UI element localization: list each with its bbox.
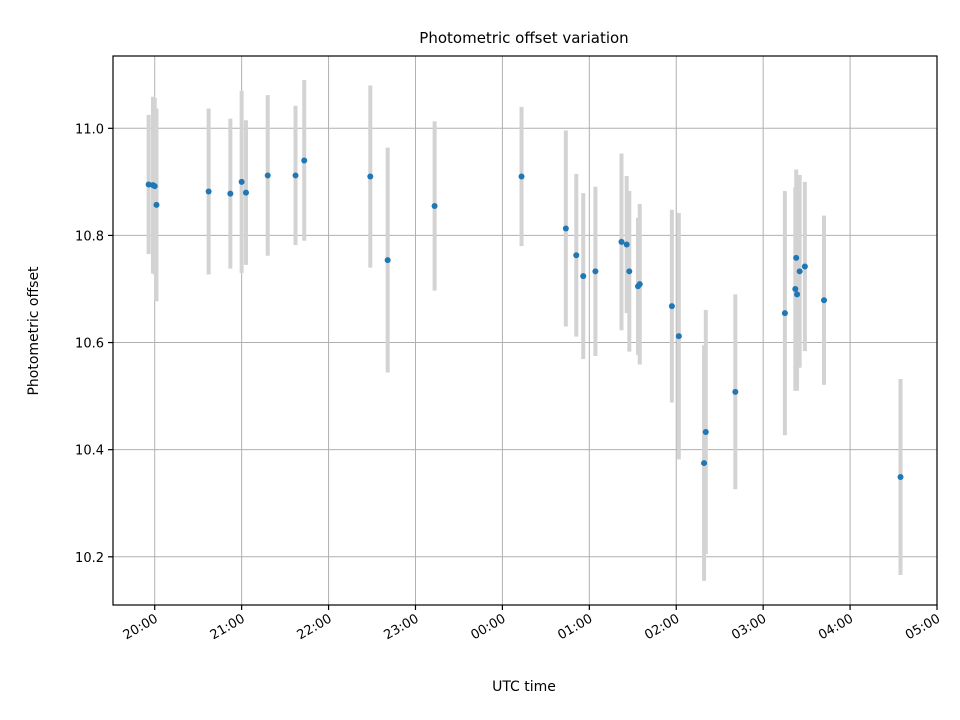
data-point [623,241,630,248]
y-tick-label: 11.0 [75,122,104,137]
x-tick-label: 00:00 [468,611,508,643]
data-point [301,157,308,164]
data-point [431,202,438,209]
data-point [562,225,569,232]
data-point [781,310,788,317]
data-point [732,388,739,395]
plot-frame [112,55,938,606]
data-point [573,252,580,259]
x-tick-label: 02:00 [642,611,682,643]
x-tick-label: 20:00 [121,611,161,643]
data-point [205,188,212,195]
data-point [580,273,587,280]
tick-layer: 20:00 21:00 22:00 23:00 00:00 01:00 02:00 03:00… [75,122,943,643]
data-point [153,201,160,208]
data-point [384,257,391,264]
y-tick-label: 10.2 [75,551,104,566]
point-layer [145,157,904,480]
x-tick-label: 05:00 [903,611,943,643]
data-point [242,189,249,196]
data-point [592,268,599,275]
y-tick-label: 10.8 [75,229,104,244]
data-point [618,238,625,245]
data-point [145,181,152,188]
x-tick-label: 01:00 [555,611,595,643]
data-point [367,173,374,180]
x-tick-label: 04:00 [816,611,856,643]
data-point [518,173,525,180]
data-point [668,303,675,310]
y-tick-label: 10.4 [75,444,104,459]
data-point [796,268,803,275]
data-point [626,268,633,275]
data-point [264,172,271,179]
data-point [675,333,682,340]
data-point [636,281,643,288]
data-point [792,285,799,292]
data-point [793,254,800,261]
data-point [227,190,234,197]
x-axis-label: UTC time [492,679,556,695]
y-axis-label: Photometric offset [26,266,42,396]
x-tick-label: 22:00 [295,611,335,643]
data-point [821,297,828,304]
x-tick-label: 03:00 [729,611,769,643]
chart-title: Photometric offset variation [419,29,628,47]
data-point [151,183,158,190]
data-point [702,428,709,435]
errorbar-layer [146,80,903,581]
data-point [801,263,808,270]
data-point [794,291,801,298]
x-tick-label: 21:00 [208,611,248,643]
data-point [238,178,245,185]
data-point [292,172,299,179]
data-point [701,460,708,467]
x-tick-label: 23:00 [382,611,422,643]
y-tick-label: 10.6 [75,337,104,352]
data-point [897,473,904,480]
grid-layer [113,56,938,605]
